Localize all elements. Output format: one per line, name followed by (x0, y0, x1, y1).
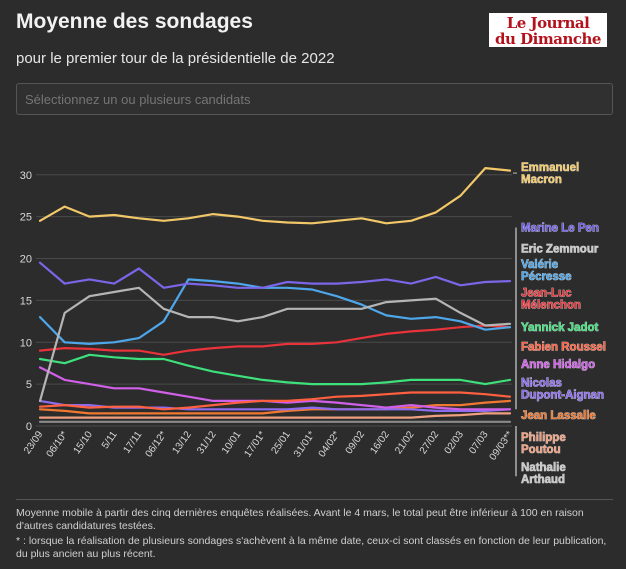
y-tick-label: 25 (20, 212, 32, 224)
candidate-label: Nicolas (521, 377, 562, 389)
series-line (38, 286, 512, 402)
y-tick-label: 5 (26, 379, 32, 391)
x-tick-label: 13/12 (171, 429, 195, 456)
series-line (38, 353, 512, 386)
series-line (38, 324, 512, 356)
candidate-label: Jean Lassalle (521, 410, 596, 422)
polls-line-chart: 0 5 10 15 20 25 30 23/09 06/10* 15/10 5/11 17/11 06/… (20, 162, 607, 486)
candidate-label: Philippe (521, 432, 566, 444)
y-tick-label: 20 (20, 254, 32, 266)
candidate-label: Valérie (521, 259, 558, 271)
candidate-label: Arthaud (521, 474, 565, 486)
x-tick-label: 21/02 (393, 429, 417, 456)
footnote-asterisk: * : lorsque la réalisation de plusieurs … (16, 535, 607, 560)
y-tick-label: 0 (26, 421, 32, 433)
x-tick-label: 06/12* (144, 429, 170, 459)
footnote-moving-average: Moyenne mobile à partir des cinq dernièr… (16, 507, 584, 532)
series-line (38, 399, 512, 415)
footer-divider (16, 499, 613, 500)
x-tick-label: 17/01* (242, 429, 268, 459)
x-tick-label: 02/03 (443, 429, 467, 456)
x-tick-label: 17/11 (121, 429, 144, 456)
series-line (38, 391, 512, 411)
logo-line-1: Le Journal (506, 14, 590, 32)
candidate-label: Macron (521, 174, 562, 186)
candidate-label: Emmanuel (521, 162, 579, 174)
candidate-label: Eric Zemmour (521, 243, 599, 255)
candidate-label: Pécresse (521, 271, 572, 283)
candidate-label: Anne Hidalgo (521, 359, 595, 371)
x-tick-label: 31/12 (195, 429, 219, 456)
y-tick-label: 15 (20, 295, 32, 307)
page-title: Moyenne des sondages (16, 10, 253, 33)
x-tick-label: 5/11 (100, 429, 120, 451)
candidate-select-input[interactable] (16, 83, 613, 115)
candidate-label: Poutou (521, 444, 561, 456)
x-tick-label: 09/02 (344, 429, 368, 456)
candidate-label: Mélenchon (521, 300, 581, 312)
x-tick-label: 15/10 (72, 429, 96, 456)
x-tick-label: 07/03 (467, 429, 491, 456)
series-line (38, 366, 512, 411)
candidate-label: Fabien Roussel (521, 341, 606, 353)
series-line (38, 412, 512, 419)
series-line (38, 166, 512, 225)
series-line (38, 261, 512, 289)
x-tick-label: 06/10* (45, 429, 71, 459)
x-tick-label: 23/09 (22, 429, 46, 456)
y-tick-label: 30 (20, 170, 32, 182)
x-tick-label: 27/02 (418, 429, 442, 456)
page-subtitle: pour le premier tour de la présidentiell… (16, 50, 335, 67)
candidate-label: Nathalie (521, 462, 566, 474)
candidate-label: Yannick Jadot (521, 322, 599, 334)
x-tick-label: 16/02 (368, 429, 392, 456)
series-line (38, 278, 512, 345)
x-tick-label: 31/01* (292, 429, 318, 459)
x-tick-label: 09/03** (488, 429, 516, 462)
candidate-label: Jean-Luc (521, 288, 572, 300)
logo-line-2: du Dimanche (495, 30, 601, 48)
candidate-label: Marine Le Pen (521, 223, 599, 235)
jdd-logo[interactable]: Le Journal du Dimanche (489, 13, 607, 47)
y-tick-label: 10 (20, 337, 32, 349)
x-tick-label: 04/02* (317, 429, 343, 459)
candidate-label: Dupont-Aignan (521, 389, 604, 401)
x-tick-label: 10/01 (220, 429, 244, 456)
x-tick-label: 25/01 (269, 429, 293, 456)
